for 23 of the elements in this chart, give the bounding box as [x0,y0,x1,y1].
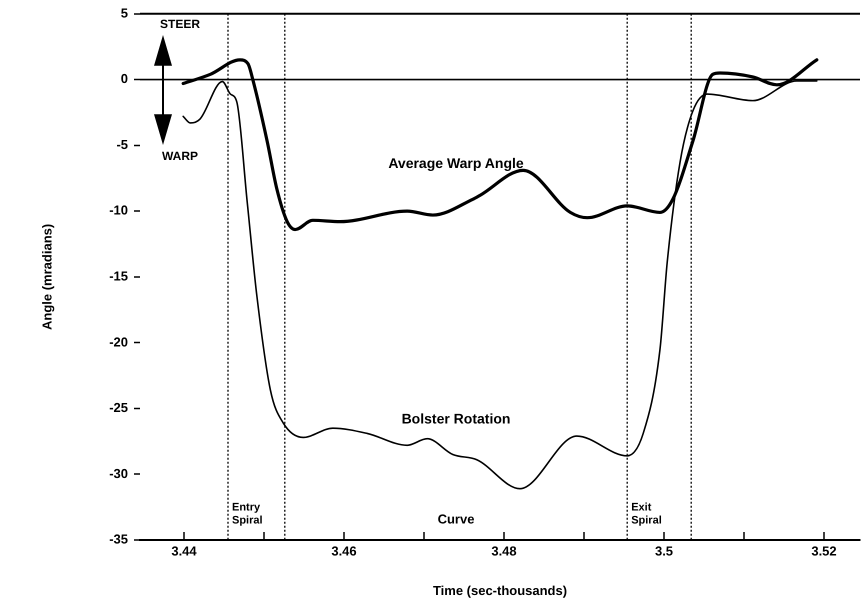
x-tick-label: 3.52 [811,543,837,558]
y-tick-label: -10 [109,202,128,218]
series-label: Average Warp Angle [388,155,524,172]
y-tick-label: -30 [109,466,128,481]
annotation: STEER [160,17,200,32]
y-tick-label: 5 [120,5,128,20]
annotation: WARP [162,149,198,164]
x-tick-label: 3.5 [654,543,674,558]
x-axis-title: Time (sec-thousands) [432,582,568,598]
series-label: Bolster Rotation [402,410,510,426]
y-tick-label: -20 [109,334,128,350]
ref-line-label: Exit Spiral [631,502,662,527]
y-tick-label: -5 [116,136,128,152]
x-tick-label: 3.44 [171,543,198,558]
annotation: Curve [438,512,474,527]
y-tick-label: 0 [120,71,128,86]
y-tick-label: -25 [109,400,128,416]
x-tick-label: 3.46 [331,543,357,558]
y-tick-label: -35 [109,532,128,547]
y-tick-label: -15 [109,268,128,284]
y-axis-title: Angle (mradians) [39,224,54,330]
x-tick-label: 3.48 [491,543,517,558]
ref-line-label: Entry Spiral [232,502,263,527]
